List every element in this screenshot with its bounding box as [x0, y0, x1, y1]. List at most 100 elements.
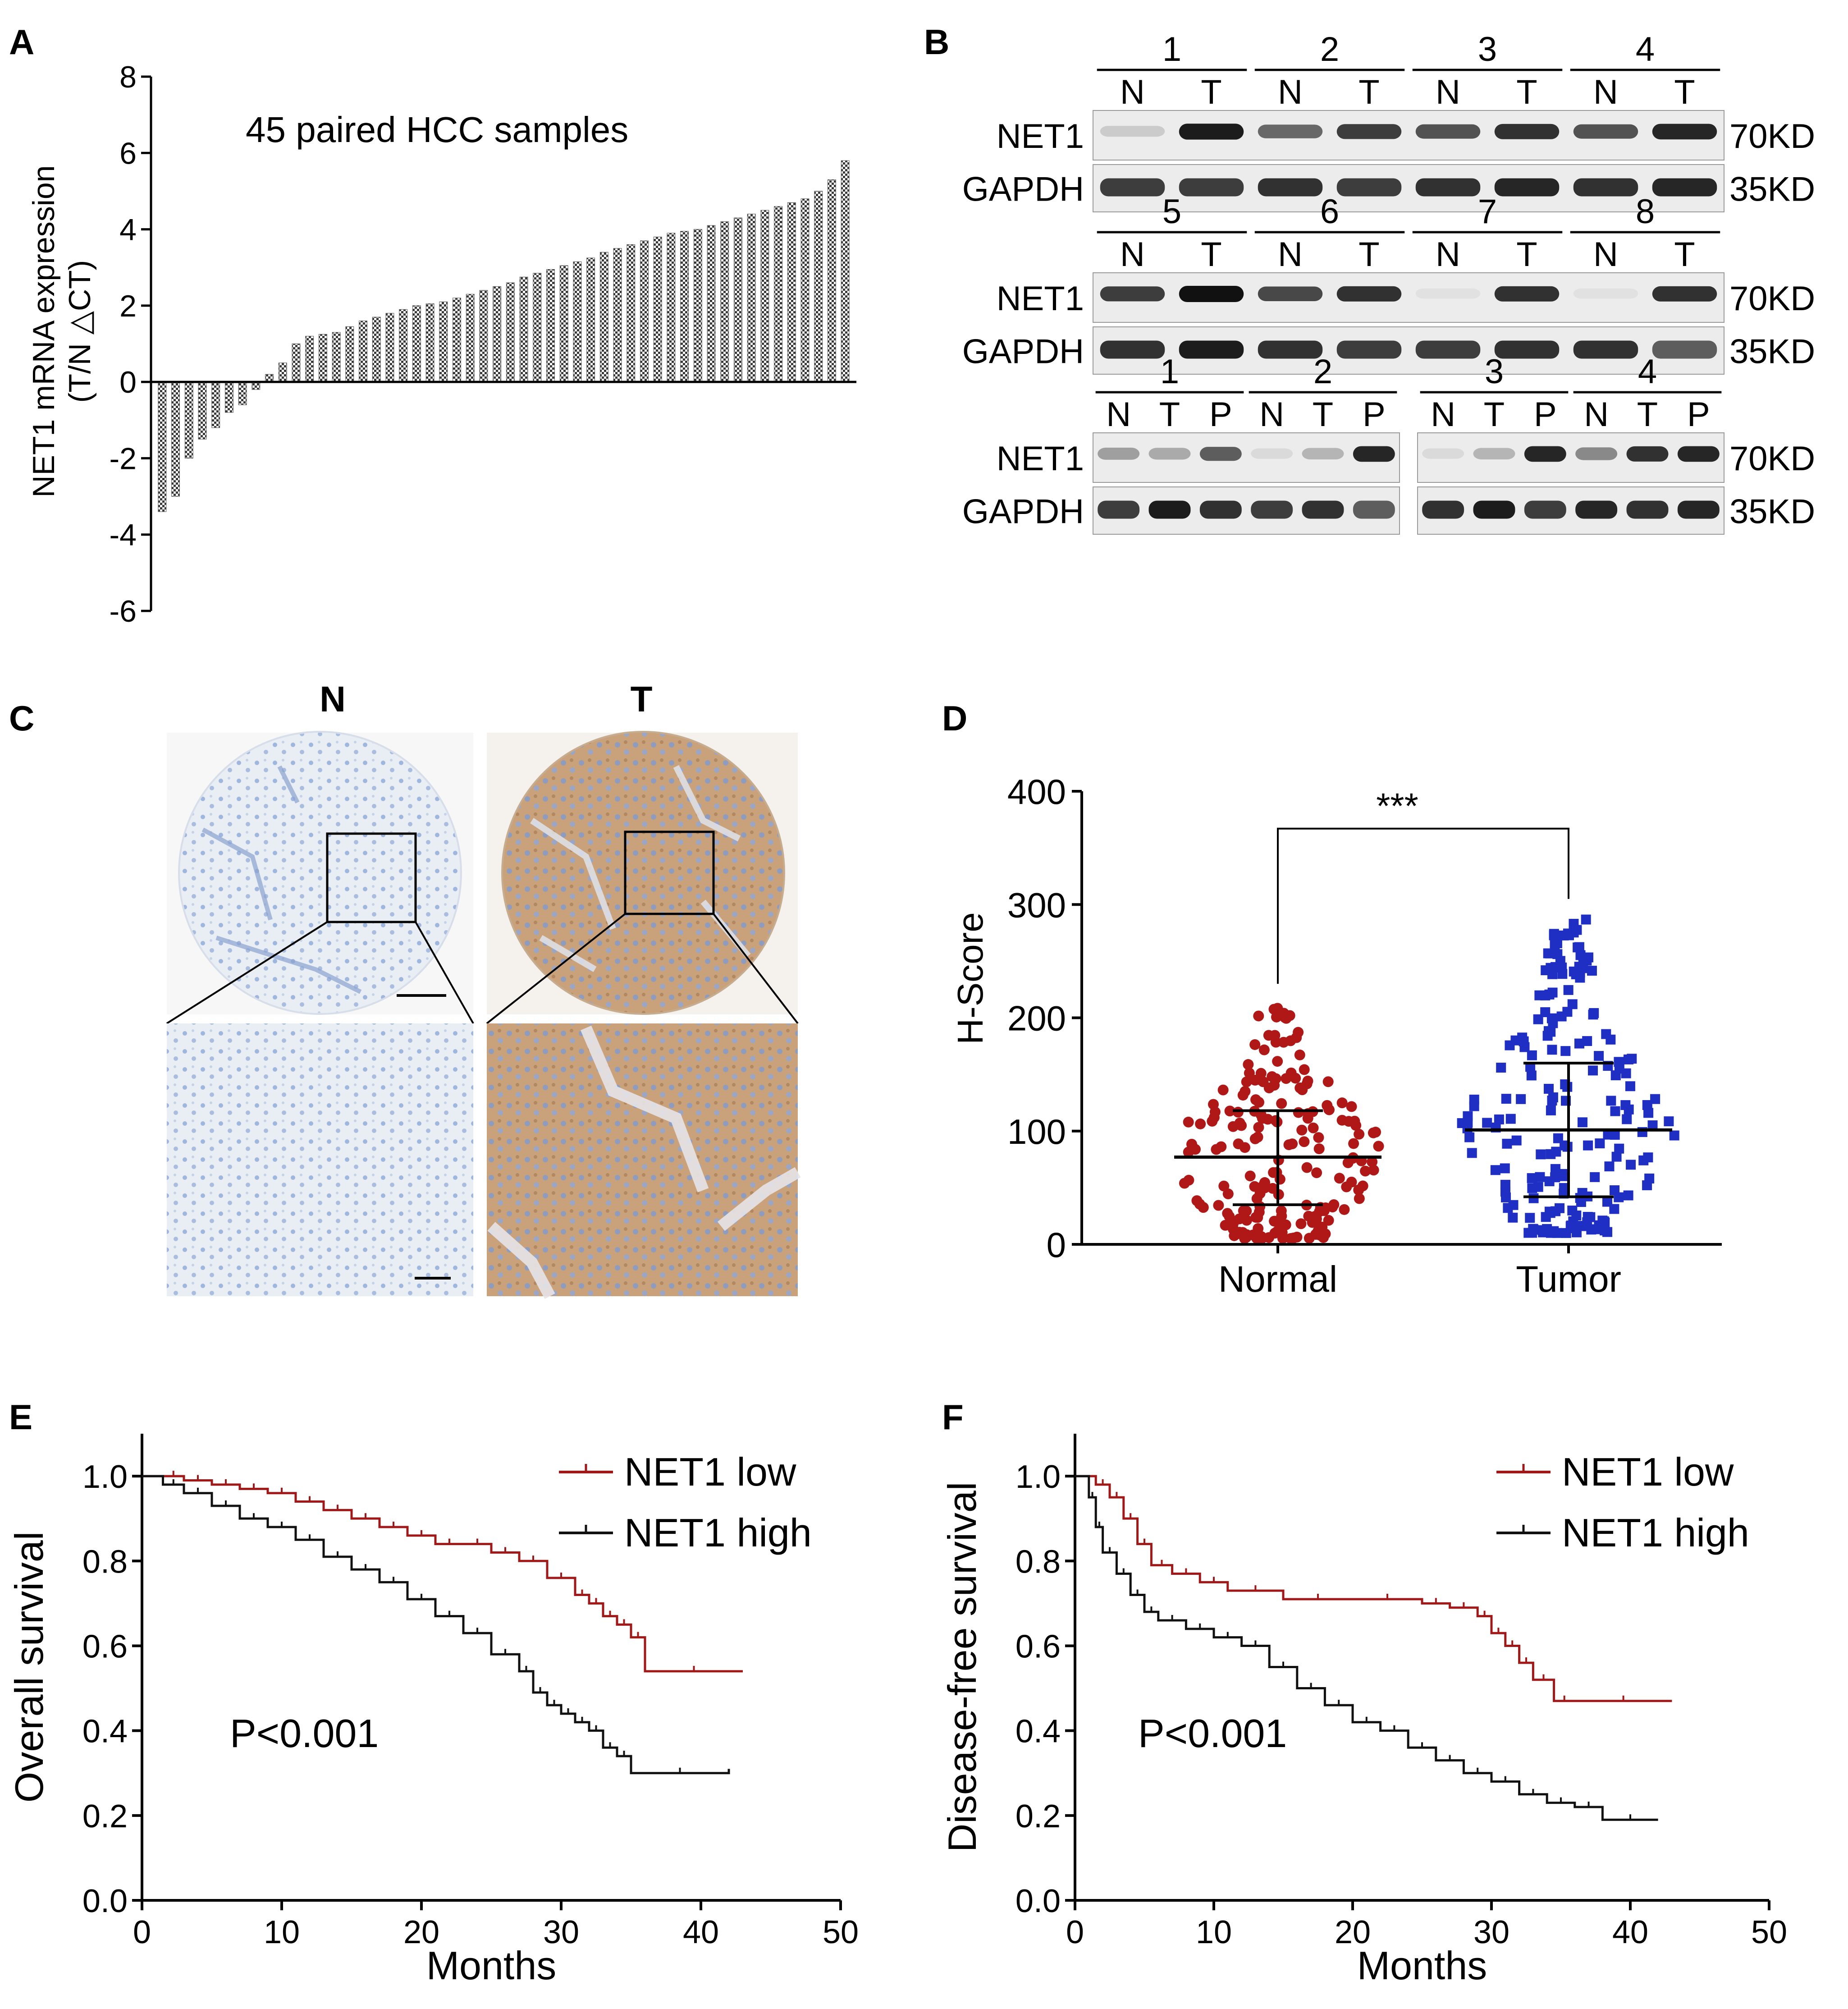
panelE-xtick-label: 0 — [133, 1914, 151, 1950]
panel-f-km-disease-free: P<0.001 0.0 0.2 0.4 0.6 0.8 1.0 0 10 20 30 40 50 Mon… — [940, 1434, 1787, 1988]
panel-d-point-normal — [1241, 1076, 1252, 1087]
blot-lane-label: T — [1637, 395, 1658, 434]
blot-lane-label: N — [1593, 235, 1618, 274]
panelF-xtick-label: 0 — [1066, 1914, 1084, 1950]
panel-d-point-normal — [1342, 1157, 1354, 1169]
panel-d-point-tumor — [1626, 1160, 1636, 1170]
panel-a-bar — [198, 381, 207, 440]
panel-a-bar — [533, 273, 542, 382]
panel-d-point-tumor — [1527, 1050, 1537, 1060]
panel-a-bar — [814, 191, 823, 382]
panel-d-point-normal — [1296, 1124, 1308, 1136]
panel-d-point-tumor — [1578, 954, 1588, 964]
panel-d-point-normal — [1368, 1127, 1379, 1138]
blot-gapdh-band — [1494, 178, 1560, 197]
blot-lane-label: T — [1674, 235, 1695, 274]
panel-a-bar — [318, 334, 327, 382]
panel-d-point-tumor — [1563, 985, 1574, 995]
panel-a-annotation: 45 paired HCC samples — [246, 110, 628, 150]
panel-d-point-tumor — [1614, 1057, 1624, 1067]
panel-a-ylabel-line1: NET1 mRNA expression — [27, 165, 61, 498]
panel-d-point-tumor — [1643, 1108, 1654, 1118]
panel-d-point-normal — [1301, 1162, 1313, 1173]
panel-d-point-normal — [1254, 1201, 1266, 1212]
panel-d-point-normal — [1229, 1230, 1240, 1241]
blot-lane-label: T — [1359, 73, 1379, 111]
panel-d-point-normal — [1224, 1105, 1235, 1117]
panel-d-ytick-label: 100 — [1007, 1112, 1066, 1151]
panel-d-point-normal — [1267, 1071, 1278, 1082]
panel-a-ytick-label: 6 — [119, 136, 137, 170]
blot-net1-band — [1251, 448, 1293, 459]
panelF-xtick-label: 30 — [1473, 1914, 1510, 1950]
panel-d-point-tumor — [1582, 1036, 1592, 1046]
panelE-survival-curve — [142, 1475, 730, 1775]
panel-d-point-normal — [1249, 1181, 1260, 1192]
panel-d-point-tumor — [1500, 1163, 1510, 1174]
panel-d-point-tumor — [1552, 938, 1562, 949]
blot-lane-label: T — [1359, 235, 1379, 274]
panel-a-bar — [559, 265, 568, 382]
ihc-tumor-zoom-line-left — [486, 913, 626, 1024]
blot-lane-label: N — [1436, 235, 1460, 274]
panel-f-pvalue: P<0.001 — [1138, 1711, 1287, 1756]
blot-gapdh-band — [1258, 178, 1323, 197]
blot-group-number: 3 — [1485, 353, 1504, 391]
panel-d-point-tumor — [1622, 1114, 1632, 1124]
panelF-legend-label: NET1 high — [1562, 1510, 1749, 1555]
panel-d-significance-bracket — [1277, 827, 1569, 984]
blot-gapdh-band — [1573, 178, 1638, 197]
panel-d-point-tumor — [1625, 1081, 1635, 1092]
panel-d-point-tumor — [1558, 1169, 1568, 1179]
panel-d-point-normal — [1354, 1193, 1365, 1204]
blot-net1-band — [1100, 286, 1165, 302]
blot-lane-label: N — [1120, 73, 1145, 111]
panel-d-point-tumor — [1614, 1143, 1624, 1154]
panel-d-point-tumor — [1500, 1179, 1510, 1190]
blot-net1-background — [1417, 432, 1724, 483]
blot-lane-label: N — [1593, 73, 1618, 111]
panel-d-point-tumor — [1574, 1038, 1584, 1049]
panel-a-bar — [774, 206, 783, 382]
panel-a-bar — [225, 381, 233, 413]
panelE-ytick-label: 0.4 — [82, 1714, 128, 1750]
panel-d-point-normal — [1276, 1205, 1287, 1216]
panel-d-ytick-label: 0 — [1047, 1225, 1066, 1265]
panel-letter-d: D — [942, 698, 967, 738]
blot-net1-band — [1652, 286, 1717, 302]
blot-net1-band — [1336, 124, 1402, 139]
panel-d-point-normal — [1213, 1200, 1224, 1211]
panelF-ytick-label: 0.8 — [1015, 1544, 1061, 1580]
panel-d-ytick-label: 200 — [1007, 999, 1066, 1038]
blot-gapdh-band — [1148, 500, 1191, 519]
panel-d-ytick-label: 300 — [1007, 885, 1066, 925]
panel-a-bar — [425, 303, 435, 382]
blot-group-number: 6 — [1320, 193, 1339, 231]
panel-d-point-normal — [1268, 1004, 1280, 1015]
panel-a-bar — [359, 321, 367, 382]
blot-size-label-35kd: 35KD — [1729, 493, 1815, 531]
panel-a-bar — [599, 252, 608, 382]
panel-d-point-tumor — [1528, 1193, 1539, 1203]
panel-d-point-tumor — [1606, 1096, 1616, 1106]
blot-band-label-net1: NET1 — [997, 440, 1084, 478]
panel-d-point-tumor — [1572, 925, 1582, 935]
panel-a-bar — [158, 381, 167, 512]
panelE-ytick-label: 0.0 — [82, 1883, 128, 1919]
panelF-survival-curve — [1075, 1475, 1672, 1702]
blot-net1-band — [1415, 288, 1481, 299]
panel-d-point-normal — [1318, 1205, 1330, 1216]
panelE-ylabel: Overall survival — [7, 1532, 51, 1803]
blot-gapdh-band — [1677, 500, 1720, 519]
panel-d-point-tumor — [1550, 1172, 1560, 1183]
panelE-xtick-label: 10 — [264, 1914, 300, 1950]
panel-a-bar — [305, 336, 314, 382]
blot-band-label-gapdh: GAPDH — [962, 493, 1084, 531]
panel-a-bar — [800, 198, 810, 382]
panel-d-point-normal — [1346, 1101, 1357, 1112]
panel-d-point-normal — [1249, 1074, 1261, 1086]
panel-d-point-tumor — [1505, 1040, 1515, 1050]
panel-d-point-tumor — [1611, 1151, 1622, 1162]
blot-net1-band — [1302, 448, 1344, 459]
panel-d-point-normal — [1258, 1179, 1269, 1191]
